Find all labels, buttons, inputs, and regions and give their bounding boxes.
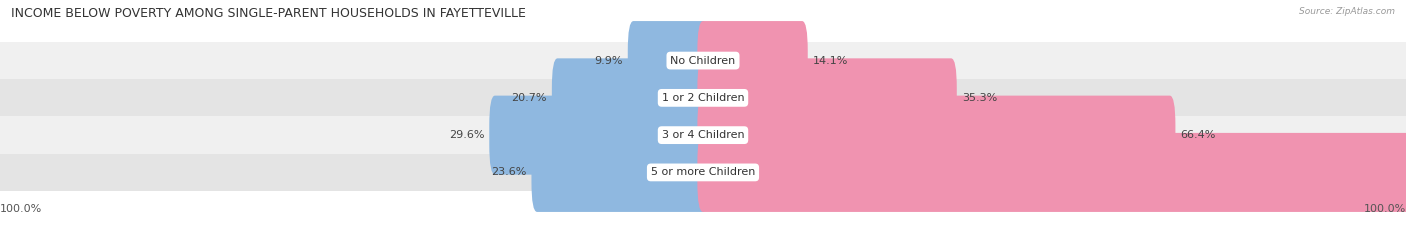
Text: 23.6%: 23.6%: [491, 168, 527, 177]
Text: 5 or more Children: 5 or more Children: [651, 168, 755, 177]
Text: 9.9%: 9.9%: [595, 56, 623, 65]
Text: Source: ZipAtlas.com: Source: ZipAtlas.com: [1299, 7, 1395, 16]
Text: 20.7%: 20.7%: [512, 93, 547, 103]
FancyBboxPatch shape: [531, 133, 709, 212]
Text: 100.0%: 100.0%: [0, 204, 42, 214]
FancyBboxPatch shape: [551, 58, 709, 137]
Text: No Children: No Children: [671, 56, 735, 65]
FancyBboxPatch shape: [627, 21, 709, 100]
Bar: [0, 42, 1406, 79]
Text: INCOME BELOW POVERTY AMONG SINGLE-PARENT HOUSEHOLDS IN FAYETTEVILLE: INCOME BELOW POVERTY AMONG SINGLE-PARENT…: [11, 7, 526, 20]
Text: 3 or 4 Children: 3 or 4 Children: [662, 130, 744, 140]
FancyBboxPatch shape: [489, 96, 709, 175]
FancyBboxPatch shape: [697, 133, 1406, 212]
Text: 35.3%: 35.3%: [962, 93, 997, 103]
Text: 66.4%: 66.4%: [1181, 130, 1216, 140]
Bar: [0, 79, 1406, 116]
FancyBboxPatch shape: [697, 96, 1175, 175]
Text: 29.6%: 29.6%: [449, 130, 484, 140]
FancyBboxPatch shape: [697, 58, 956, 137]
Bar: [0, 154, 1406, 191]
FancyBboxPatch shape: [697, 21, 807, 100]
Bar: [0, 116, 1406, 154]
Text: 14.1%: 14.1%: [813, 56, 848, 65]
Text: 1 or 2 Children: 1 or 2 Children: [662, 93, 744, 103]
Text: 100.0%: 100.0%: [1364, 204, 1406, 214]
